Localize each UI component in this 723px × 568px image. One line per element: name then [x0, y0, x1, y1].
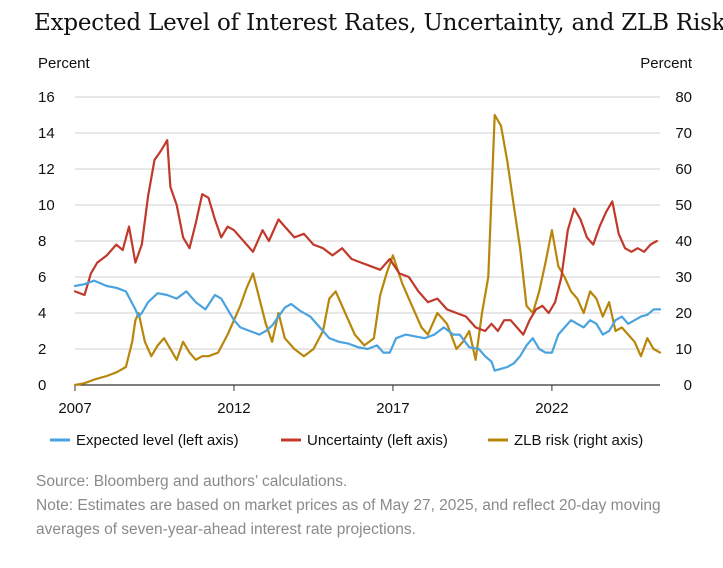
series-expected-level-line [73, 279, 662, 372]
left-tick-label: 2 [38, 341, 46, 358]
left-tick-label: 6 [38, 269, 46, 286]
right-tick-label: 0 [684, 377, 692, 394]
x-tick-label: 2012 [217, 400, 250, 417]
x-tick-label: 2007 [58, 400, 91, 417]
right-tick-label: 50 [675, 197, 692, 214]
right-tick-label: 20 [675, 305, 692, 322]
left-tick-label: 0 [38, 377, 46, 394]
right-tick-label: 70 [675, 125, 692, 142]
x-tick-label: 2017 [376, 400, 409, 417]
left-tick-label: 16 [38, 89, 55, 106]
legend-expected-level-label: Expected level (left axis) [76, 432, 239, 449]
left-axis-label: Percent [38, 55, 91, 72]
left-tick-label: 12 [38, 161, 55, 178]
series-zlb-risk-line [73, 113, 662, 387]
right-tick-label: 80 [675, 89, 692, 106]
source-note: Source: Bloomberg and authors’ calculati… [36, 473, 348, 490]
legend-uncertainty-label: Uncertainty (left axis) [307, 432, 448, 449]
right-tick-label: 30 [675, 269, 692, 286]
left-tick-label: 8 [38, 233, 46, 250]
legend-zlb-risk-label: ZLB risk (right axis) [514, 432, 643, 449]
left-tick-label: 14 [38, 125, 55, 142]
x-tick-label: 2022 [535, 400, 568, 417]
chart-title: Expected Level of Interest Rates, Uncert… [34, 10, 723, 36]
left-tick-label: 10 [38, 197, 55, 214]
right-tick-label: 10 [675, 341, 692, 358]
right-tick-label: 60 [675, 161, 692, 178]
methodology-note: Note: Estimates are based on market pric… [36, 497, 661, 538]
right-axis-label: Percent [640, 55, 693, 72]
left-tick-label: 4 [38, 305, 46, 322]
series-uncertainty-line [73, 139, 658, 336]
right-tick-label: 40 [675, 233, 692, 250]
